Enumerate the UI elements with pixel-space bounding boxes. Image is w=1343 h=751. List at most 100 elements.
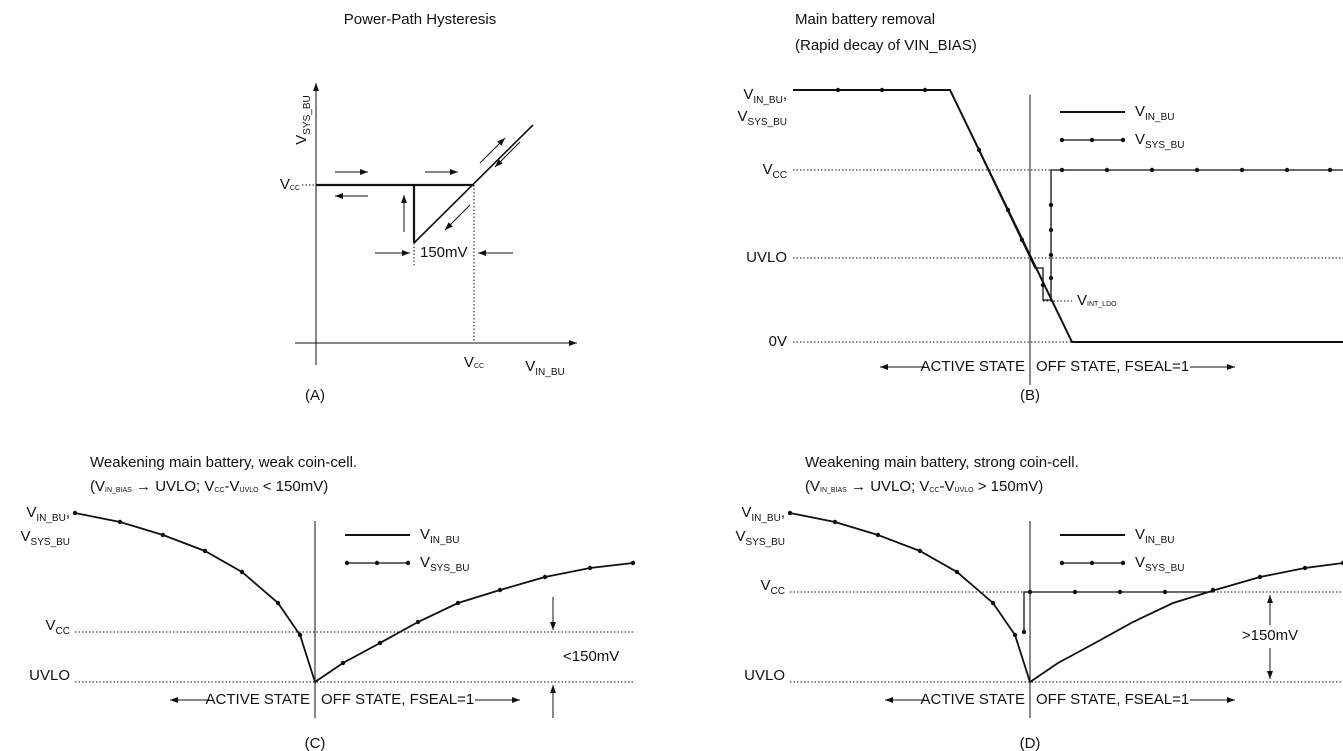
label-part: SYS_BU bbox=[746, 537, 785, 548]
label-part: V bbox=[46, 617, 56, 634]
arrow-head bbox=[170, 697, 178, 703]
marker-dot bbox=[340, 660, 346, 666]
label-part: SYS_BU bbox=[302, 95, 313, 134]
arrow-head bbox=[885, 697, 893, 703]
marker-dot bbox=[275, 600, 281, 606]
marker-dot bbox=[1059, 137, 1065, 143]
y-level-label: VIN_BU, bbox=[26, 504, 70, 524]
marker-dot bbox=[1040, 282, 1046, 288]
label-part: (V bbox=[90, 478, 105, 495]
marker-dot bbox=[455, 600, 461, 606]
label-part: → UVLO; V bbox=[847, 478, 930, 495]
label-part: CC bbox=[56, 626, 70, 637]
arrow-head bbox=[445, 222, 453, 230]
marker-dot bbox=[1048, 252, 1054, 258]
arrow-head bbox=[1267, 595, 1273, 603]
marker-dot bbox=[875, 532, 881, 538]
marker-dot bbox=[415, 619, 421, 625]
marker-dot bbox=[1239, 167, 1245, 173]
y-level-label: UVLO bbox=[29, 667, 70, 684]
arrow-head bbox=[1267, 671, 1273, 679]
legend-label: VSYS_BU bbox=[1135, 131, 1184, 151]
label-part: IN_BU bbox=[535, 367, 564, 378]
legend-label: VSYS_BU bbox=[1135, 554, 1184, 574]
caption: (C) bbox=[305, 735, 326, 751]
caption: (A) bbox=[305, 387, 325, 404]
marker-dot bbox=[239, 569, 245, 575]
label-part: V bbox=[743, 86, 753, 103]
legend-label: VIN_BU bbox=[1135, 526, 1174, 546]
marker-dot bbox=[1048, 275, 1054, 281]
panel-title: Weakening main battery, strong coin-cell… bbox=[805, 454, 1079, 471]
panel-title: Power-Path Hysteresis bbox=[344, 11, 497, 28]
curve bbox=[789, 512, 1031, 683]
label-part: V bbox=[293, 135, 310, 145]
label-part: SYS_BU bbox=[31, 537, 70, 548]
label-part: CC bbox=[771, 586, 785, 597]
panel-title: Main battery removal bbox=[795, 11, 935, 28]
marker-dot bbox=[1059, 167, 1065, 173]
label-part: V bbox=[1135, 131, 1145, 148]
arrow-head bbox=[569, 340, 577, 346]
marker-dot bbox=[587, 565, 593, 571]
curve bbox=[1029, 562, 1343, 683]
arrow-head bbox=[497, 138, 505, 146]
arrow-head bbox=[495, 159, 503, 167]
marker-dot bbox=[1089, 137, 1095, 143]
label-part: CC bbox=[929, 487, 939, 494]
y-level-label: VCC bbox=[763, 161, 787, 181]
label-part: → UVLO; V bbox=[132, 478, 215, 495]
label-part: UVLO bbox=[955, 487, 975, 494]
label-part: CC bbox=[773, 170, 787, 181]
y-level-label: VCC bbox=[46, 617, 70, 637]
y-level-label: VIN_BU, bbox=[741, 504, 785, 524]
marker-dot bbox=[990, 600, 996, 606]
annotation: VINT_LDO bbox=[1077, 292, 1117, 309]
label-part: V bbox=[420, 554, 430, 571]
caption: (B) bbox=[1020, 387, 1040, 404]
label-part: SYS_BU bbox=[1145, 140, 1184, 151]
arrow-head bbox=[335, 193, 343, 199]
label-part: V bbox=[1135, 103, 1145, 120]
y-level-label: VSYS_BU bbox=[738, 108, 787, 128]
label-part: INT_LDO bbox=[1087, 301, 1117, 308]
marker-dot bbox=[917, 548, 923, 554]
axis-label: VSYS_BU bbox=[293, 95, 313, 144]
arrow-head bbox=[450, 169, 458, 175]
panel-subtitle: (Rapid decay of VIN_BIAS) bbox=[795, 37, 977, 54]
label-part: < 150mV) bbox=[259, 478, 329, 495]
dimension-label: <150mV bbox=[563, 648, 619, 665]
y-level-label: VSYS_BU bbox=[736, 528, 785, 548]
curve bbox=[793, 89, 1343, 343]
dimension-label: 150mV bbox=[420, 244, 468, 261]
label-part: V bbox=[525, 358, 535, 375]
marker-dot bbox=[1048, 227, 1054, 233]
marker-dot bbox=[1072, 589, 1078, 595]
arrow-head bbox=[402, 250, 410, 256]
marker-dot bbox=[1162, 589, 1168, 595]
label-part: V bbox=[1135, 526, 1145, 543]
label-part: V bbox=[741, 504, 751, 521]
hysteresis-ramp bbox=[413, 124, 534, 244]
label-part: V bbox=[1077, 292, 1087, 309]
marker-dot bbox=[976, 147, 982, 153]
marker-dot bbox=[1120, 560, 1126, 566]
arrow-head bbox=[360, 169, 368, 175]
label-part: V bbox=[738, 108, 748, 125]
marker-dot bbox=[1194, 167, 1200, 173]
state-label: ACTIVE STATE bbox=[921, 691, 1025, 708]
label-part: SYS_BU bbox=[430, 563, 469, 574]
label-part: V bbox=[761, 577, 771, 594]
axis-label: VCC bbox=[464, 354, 484, 371]
label-part: V bbox=[763, 161, 773, 178]
marker-dot bbox=[1019, 237, 1025, 243]
label-part: CC bbox=[290, 185, 300, 192]
label-part: SYS_BU bbox=[1145, 563, 1184, 574]
label-part: (V bbox=[805, 478, 820, 495]
label-part: CC bbox=[214, 487, 224, 494]
label-part: -V bbox=[225, 478, 240, 495]
arrow-head bbox=[478, 250, 486, 256]
label-part: IN_BU bbox=[1145, 535, 1174, 546]
legend-label: VIN_BU bbox=[1135, 103, 1174, 123]
label-part: IN_BIAS bbox=[820, 487, 847, 494]
